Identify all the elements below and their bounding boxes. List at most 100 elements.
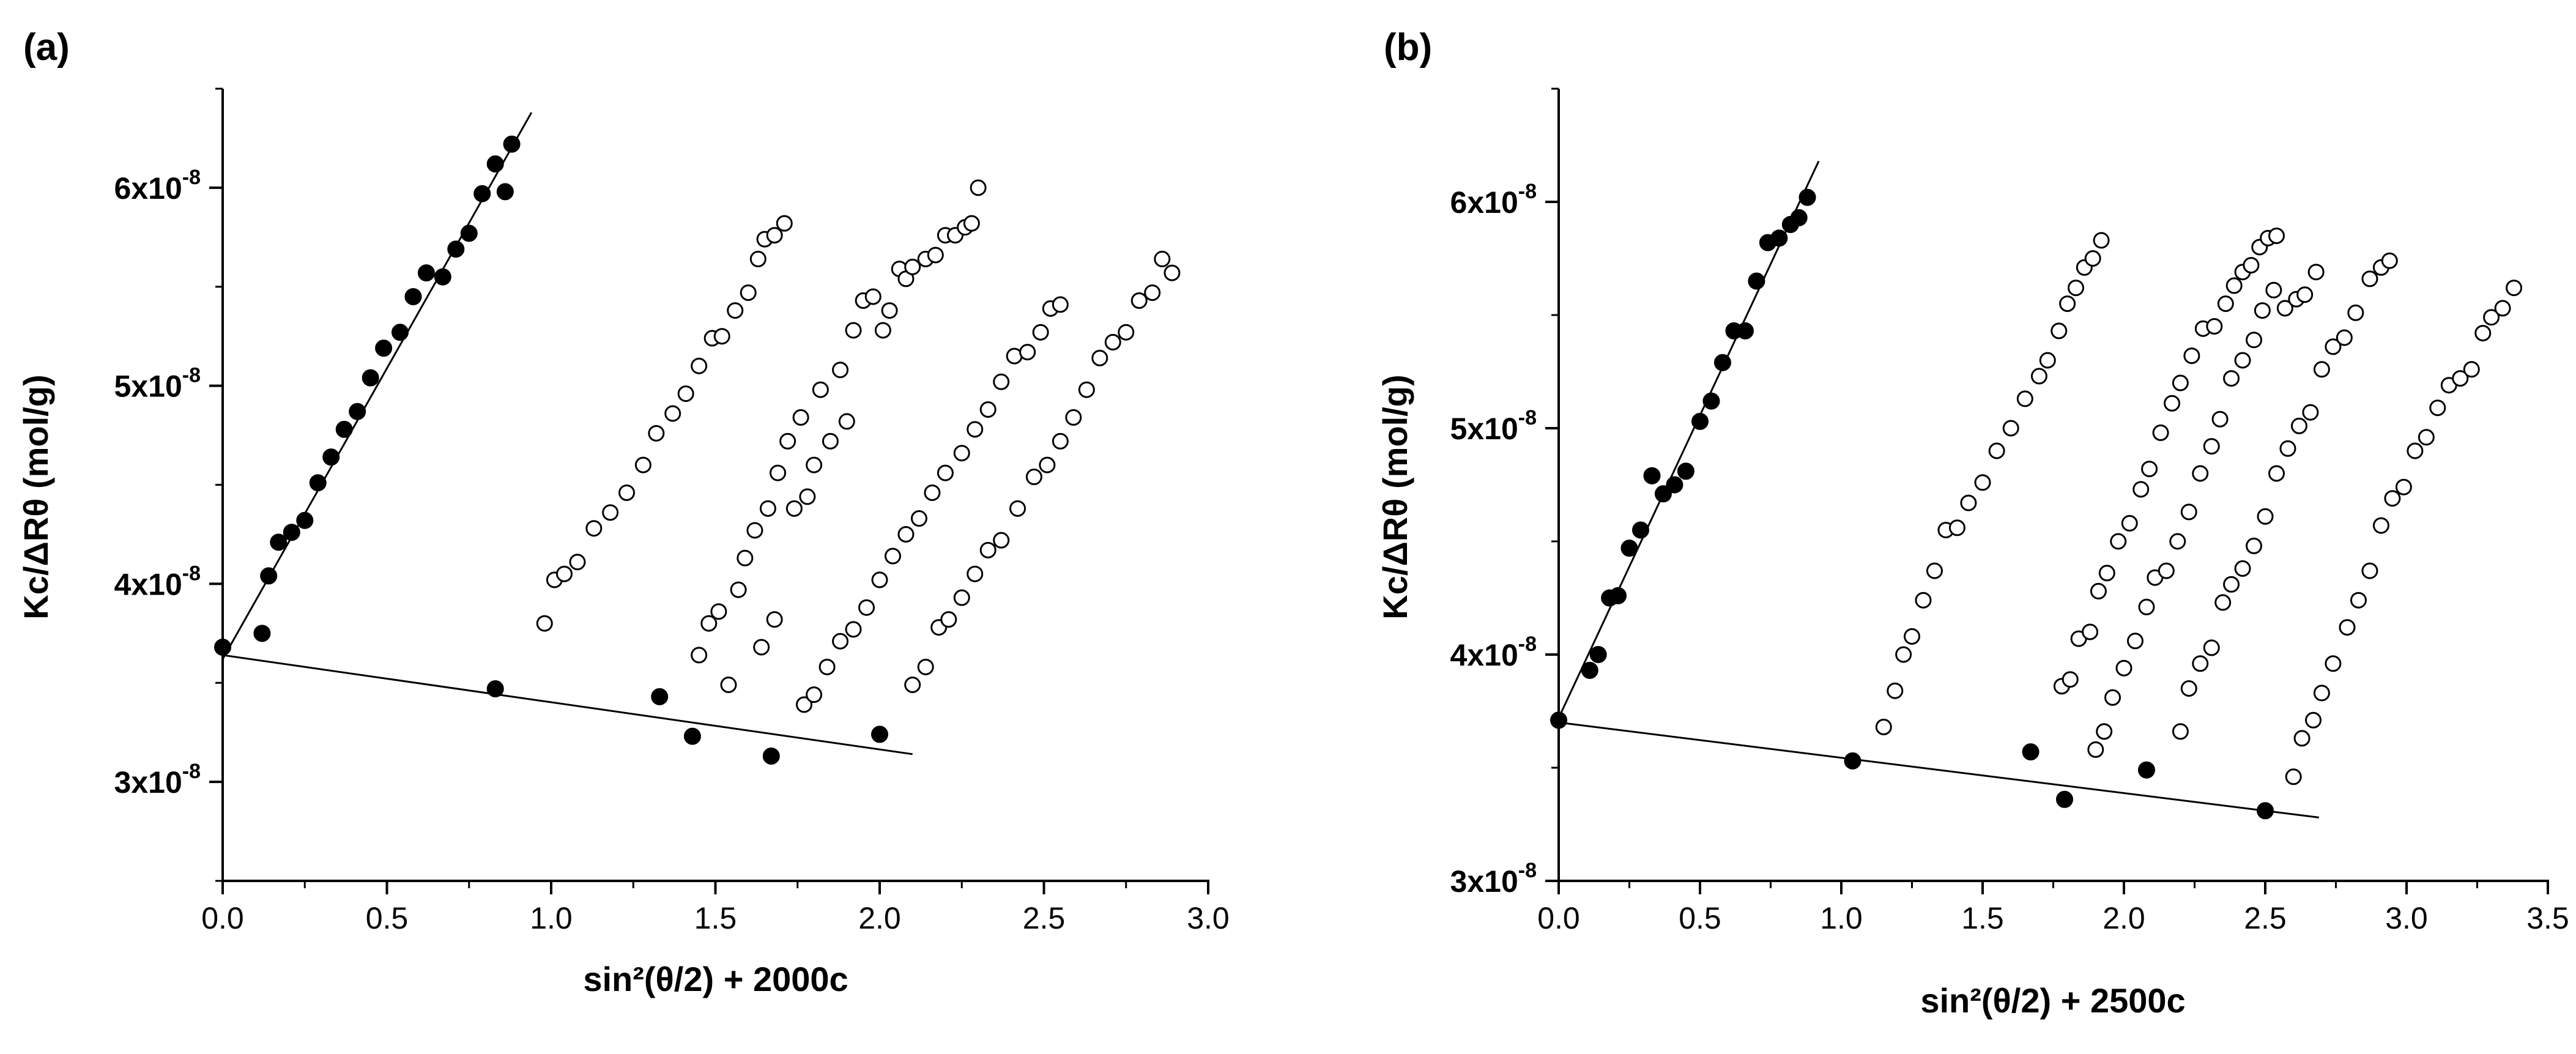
data-point-filled xyxy=(335,420,353,438)
data-point-open xyxy=(759,500,776,517)
data-point-open xyxy=(927,247,944,264)
data-point-open xyxy=(812,381,829,398)
data-point-open xyxy=(2141,461,2158,478)
data-point-open xyxy=(2121,514,2138,532)
data-point-open xyxy=(1875,718,1892,735)
data-point-filled xyxy=(296,511,314,529)
data-point-open xyxy=(2082,623,2099,640)
data-point-open xyxy=(2152,424,2169,441)
data-point-filled xyxy=(434,268,451,286)
data-point-open xyxy=(792,409,809,426)
data-point-open xyxy=(1895,646,1912,663)
data-point-open xyxy=(2206,318,2223,335)
data-point-open xyxy=(881,302,898,319)
data-point-open xyxy=(993,532,1010,549)
data-point-open xyxy=(2347,304,2364,321)
data-point-open xyxy=(770,464,787,481)
x-tick-label: 2.5 xyxy=(1023,901,1066,935)
data-point-open xyxy=(806,686,823,703)
data-point-filled xyxy=(349,403,366,420)
data-point-open xyxy=(2296,286,2314,303)
data-point-open xyxy=(2223,370,2240,387)
data-point-open xyxy=(2217,295,2234,312)
data-point-open xyxy=(585,520,603,537)
data-point-open xyxy=(967,421,984,438)
x-tick-label: 0.0 xyxy=(201,901,244,935)
data-point-open xyxy=(2098,565,2115,582)
data-point-open xyxy=(2246,332,2263,349)
data-point-open xyxy=(2336,329,2353,346)
data-point-filled xyxy=(1581,661,1598,679)
data-point-open xyxy=(904,258,921,275)
data-point-open xyxy=(864,288,882,305)
data-point-open xyxy=(2506,280,2523,297)
data-point-open xyxy=(2067,280,2084,297)
data-point-open xyxy=(2096,723,2113,740)
data-point-open xyxy=(2126,633,2144,650)
data-point-filled xyxy=(270,533,288,551)
x-tick-label: 3.5 xyxy=(2526,901,2569,935)
data-point-open xyxy=(2313,361,2330,378)
data-point-open xyxy=(953,445,970,462)
data-point-open xyxy=(967,565,984,582)
data-point-open xyxy=(2418,429,2435,446)
data-point-open xyxy=(2407,442,2424,459)
fit-line xyxy=(222,654,913,755)
data-point-filled xyxy=(486,680,504,697)
data-point-filled xyxy=(1654,485,1672,503)
data-point-filled xyxy=(486,155,504,173)
data-point-open xyxy=(1130,292,1148,309)
data-point-open xyxy=(2384,490,2401,507)
data-point-open xyxy=(799,488,816,505)
data-point-open xyxy=(970,179,987,196)
data-point-open xyxy=(2254,302,2271,319)
data-point-filled xyxy=(1620,540,1638,557)
data-point-open xyxy=(753,639,770,656)
x-tick-label: 2.0 xyxy=(858,901,901,935)
y-tick-label: 6x10-8 xyxy=(114,166,201,206)
data-point-open xyxy=(845,621,862,638)
data-point-open xyxy=(2172,723,2189,740)
data-point-open xyxy=(904,676,921,693)
data-point-filled xyxy=(1770,229,1788,247)
data-point-open xyxy=(1019,344,1036,361)
data-point-open xyxy=(2305,711,2322,729)
panel-label: (a) xyxy=(23,26,70,69)
data-point-open xyxy=(2084,250,2101,267)
tick-marks: 0.0 0.5 1.0 1.5 2.0 2.5 3.0 3.5 3x10-8 4x10-8 5x10… xyxy=(1450,87,2569,935)
data-point-open xyxy=(884,547,901,565)
data-point-open xyxy=(749,250,766,267)
data-point-open xyxy=(2183,347,2200,365)
data-point-open xyxy=(730,581,747,598)
fit-line xyxy=(1558,721,2319,818)
data-point-open xyxy=(897,525,915,543)
data-point-open xyxy=(700,615,718,632)
data-point-open xyxy=(766,611,783,628)
data-point-open xyxy=(937,464,954,481)
data-point-open xyxy=(720,676,737,693)
x-tick-label: 3.0 xyxy=(1187,901,1230,935)
data-point-open xyxy=(1009,500,1026,517)
data-point-filled xyxy=(496,183,514,201)
data-point-open xyxy=(2361,270,2378,288)
data-point-filled xyxy=(503,135,521,153)
data-point-open xyxy=(940,611,957,628)
data-point-open xyxy=(1118,324,1135,341)
data-point-open xyxy=(2087,741,2104,758)
data-point-open xyxy=(838,413,855,430)
data-point-open xyxy=(2395,478,2412,495)
data-point-open xyxy=(1988,442,2005,459)
y-tick-label: 5x10-8 xyxy=(114,364,201,404)
y-tick-label: 4x10-8 xyxy=(114,562,201,601)
data-point-filled xyxy=(1790,209,1808,226)
data-point-open xyxy=(832,362,849,379)
data-point-open xyxy=(1104,333,1121,351)
x-tick-label: 0.5 xyxy=(1679,901,1721,935)
data-point-open xyxy=(979,401,997,418)
data-point-filled xyxy=(460,225,478,242)
data-point-open xyxy=(2234,352,2251,369)
x-tick-label: 1.0 xyxy=(1820,901,1863,935)
data-point-open xyxy=(1164,264,1181,281)
data-point-open xyxy=(779,432,796,450)
data-point-open xyxy=(2313,685,2330,702)
